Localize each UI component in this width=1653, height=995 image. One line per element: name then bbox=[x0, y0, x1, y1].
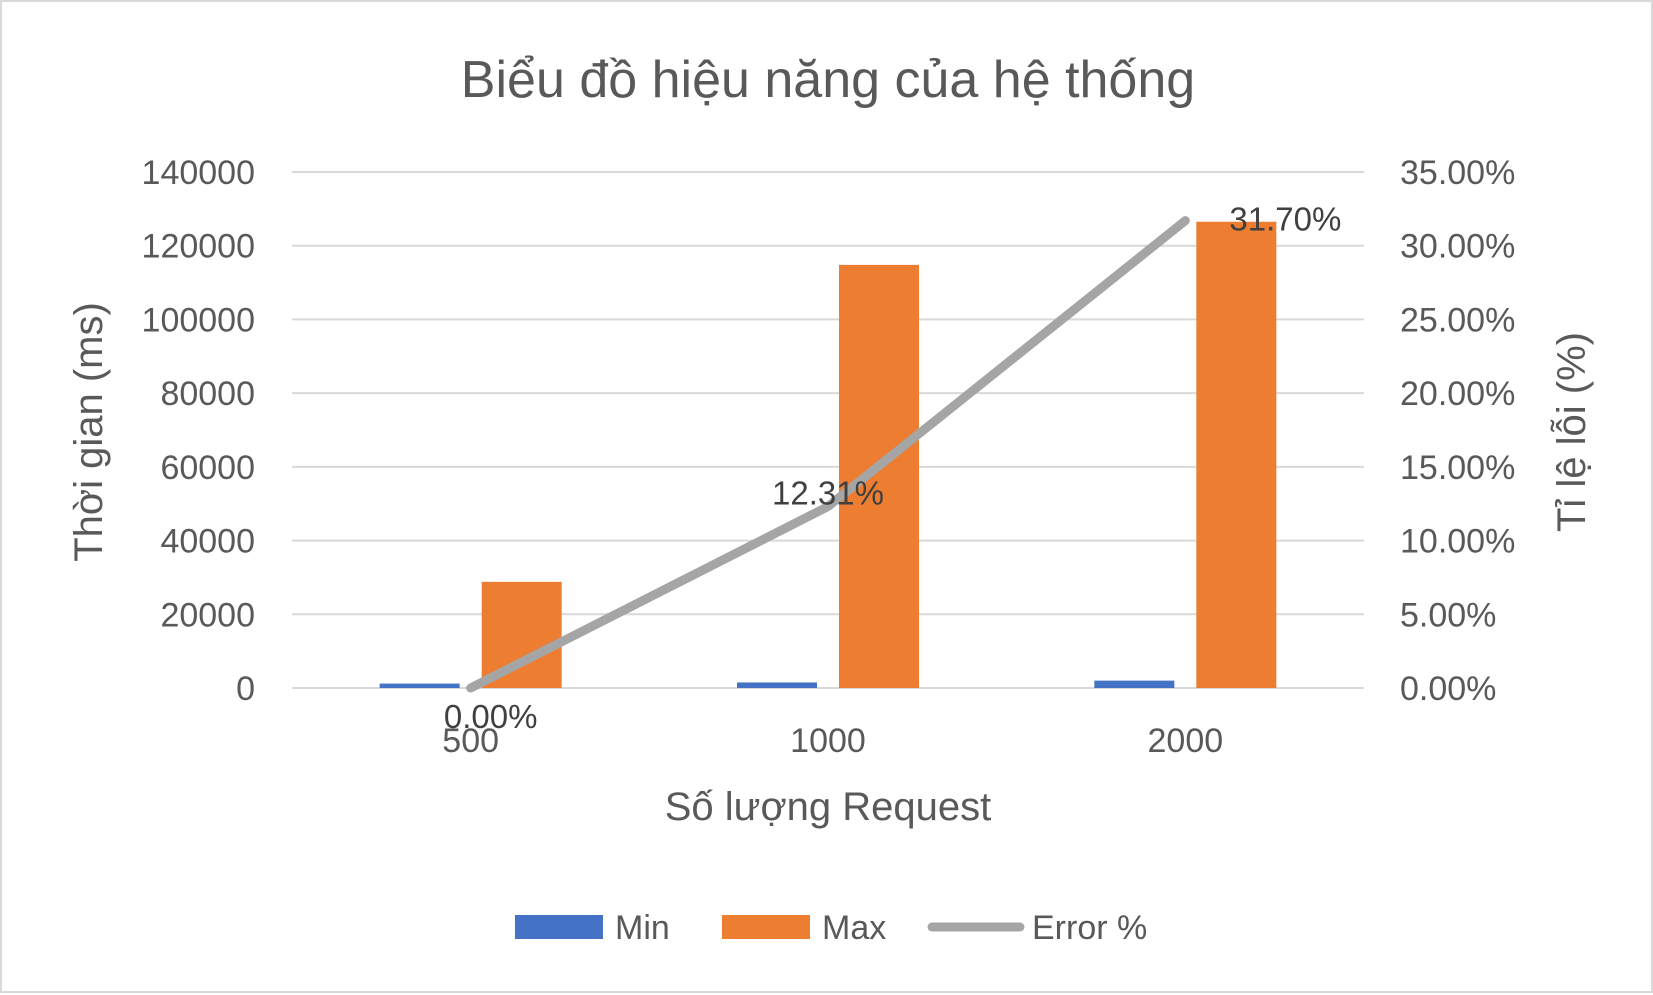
y2-axis-ticks: 0.00% 5.00% 10.00% 15.00% 20.00% 25.00% 30.00%… bbox=[1400, 154, 1515, 708]
y-tick-label: 100000 bbox=[142, 301, 255, 339]
x-tick-label: 1000 bbox=[790, 722, 866, 760]
legend-label: Min bbox=[615, 909, 670, 947]
y2-axis-title: Tỉ lệ lỗi (%) bbox=[1549, 332, 1594, 532]
legend-swatch bbox=[515, 915, 603, 939]
error-data-label: 0.00% bbox=[444, 698, 538, 735]
y-axis-ticks: 0 20000 40000 60000 80000 100000 120000 140000 bbox=[142, 154, 255, 708]
legend: Min Max Error % bbox=[515, 909, 1147, 947]
y-tick-label: 120000 bbox=[142, 228, 255, 266]
y2-tick-label: 15.00% bbox=[1400, 449, 1515, 487]
gridlines bbox=[292, 171, 1364, 689]
y2-tick-label: 25.00% bbox=[1400, 301, 1515, 339]
y2-tick-label: 0.00% bbox=[1400, 670, 1496, 708]
chart-title: Biểu đồ hiệu năng của hệ thống bbox=[461, 51, 1195, 109]
error-data-label: 12.31% bbox=[772, 475, 884, 512]
x-tick-label: 500 bbox=[442, 722, 499, 760]
y-tick-label: 40000 bbox=[160, 523, 255, 561]
bars bbox=[379, 221, 1277, 688]
legend-label: Max bbox=[822, 909, 886, 947]
y-tick-label: 60000 bbox=[160, 449, 255, 487]
data-labels: 0.00% 12.31% 31.70% bbox=[444, 201, 1341, 735]
y-tick-label: 80000 bbox=[160, 375, 255, 413]
y2-tick-label: 35.00% bbox=[1400, 154, 1515, 192]
bar-min bbox=[737, 682, 817, 688]
y-tick-label: 20000 bbox=[160, 596, 255, 634]
y-tick-label: 0 bbox=[236, 670, 255, 708]
y2-tick-label: 10.00% bbox=[1400, 523, 1515, 561]
y2-tick-label: 30.00% bbox=[1400, 228, 1515, 266]
x-axis-title: Số lượng Request bbox=[665, 785, 992, 829]
bar-max bbox=[1196, 221, 1277, 688]
error-series-line bbox=[466, 216, 1190, 693]
y-tick-label: 140000 bbox=[142, 154, 255, 192]
legend-label: Error % bbox=[1032, 909, 1147, 947]
y2-tick-label: 20.00% bbox=[1400, 375, 1515, 413]
error-line bbox=[466, 216, 1190, 693]
y2-tick-label: 5.00% bbox=[1400, 596, 1496, 634]
bar-min bbox=[379, 683, 460, 688]
error-data-label: 31.70% bbox=[1229, 201, 1341, 238]
bar-max bbox=[481, 581, 562, 688]
bar-min bbox=[1094, 680, 1175, 688]
bar-max bbox=[839, 264, 919, 688]
x-axis-ticks: 500 1000 2000 bbox=[442, 722, 1223, 760]
legend-swatch bbox=[722, 915, 810, 939]
x-tick-label: 2000 bbox=[1148, 722, 1224, 760]
y-axis-title: Thời gian (ms) bbox=[67, 302, 111, 562]
